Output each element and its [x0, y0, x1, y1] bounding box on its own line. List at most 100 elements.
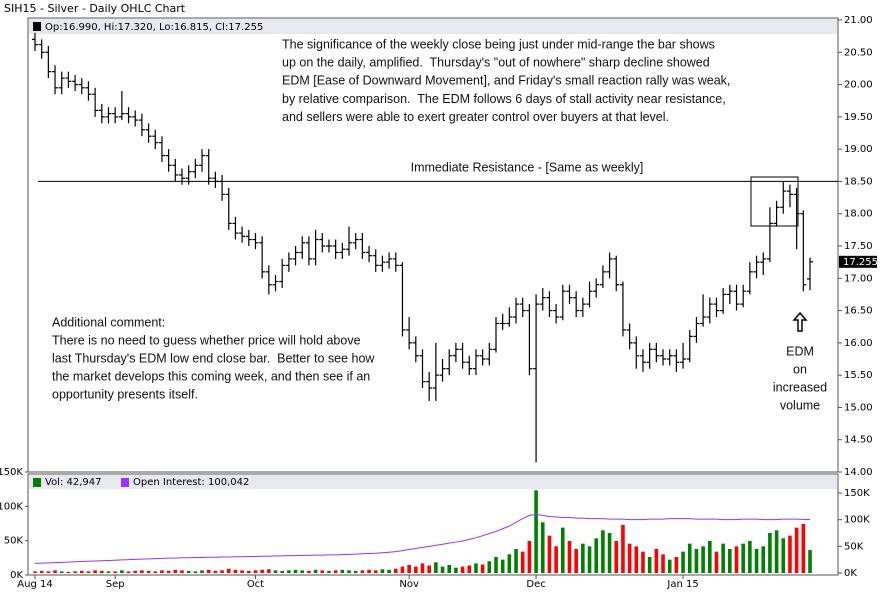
y-tick-label: 18.00	[844, 209, 873, 220]
volume-bar	[267, 569, 271, 573]
volume-bar	[93, 570, 97, 573]
volume-bar	[500, 559, 505, 573]
y-tick-label: 50K	[844, 541, 864, 552]
x-tick-label: Jan 15	[666, 579, 698, 590]
annotation: last Thursday's EDM low end close bar. B…	[52, 351, 375, 365]
volume-bar	[614, 541, 619, 573]
volume-bar	[166, 570, 171, 573]
chart-title: SIH15 - Silver - Daily OHLC Chart	[4, 2, 186, 15]
legend-label: Open Interest: 100,042	[133, 477, 249, 488]
volume-bar	[641, 551, 645, 573]
volume-bar	[534, 490, 538, 573]
annotation: opportunity presents itself.	[52, 387, 198, 401]
volume-bar	[487, 561, 492, 573]
y2-tick-label: 150K	[0, 467, 23, 478]
volume-bar	[414, 566, 418, 573]
volume-bar	[79, 570, 84, 573]
volume-bar	[39, 570, 44, 573]
y-tick-label: 14.00	[844, 467, 873, 478]
volume-bar	[654, 549, 659, 573]
x-tick-label: Nov	[399, 579, 419, 590]
volume-bar	[520, 551, 525, 573]
volume-bar	[474, 563, 478, 573]
legend-swatch	[33, 478, 41, 487]
y-tick-label: 16.00	[844, 338, 873, 349]
volume-bar	[340, 569, 345, 573]
volume-bar	[367, 569, 371, 573]
volume-bar	[240, 570, 244, 573]
legend-swatch	[121, 478, 129, 487]
volume-bar	[293, 569, 298, 573]
volume-bar	[607, 533, 612, 573]
volume-bar	[494, 557, 498, 573]
volume-bar	[300, 570, 305, 573]
x-tick-label: Sep	[106, 579, 125, 590]
volume-bar	[601, 530, 605, 573]
y-tick-label: 15.50	[844, 370, 873, 381]
volume-bar	[160, 570, 164, 573]
volume-bar	[106, 571, 111, 573]
volume-bar	[253, 570, 258, 573]
highlight-box	[750, 176, 799, 227]
volume-bar	[180, 570, 184, 573]
volume-bar	[307, 570, 311, 573]
open-interest-line	[34, 513, 811, 564]
volume-bar	[153, 571, 158, 573]
annotation: There is no need to guess whether price …	[52, 333, 361, 347]
volume-bar	[66, 571, 71, 573]
volume-bar	[126, 571, 131, 573]
legend-label: Vol: 42,947	[45, 477, 102, 488]
volume-bar	[113, 571, 117, 573]
resistance-label: Immediate Resistance - [Same as weekly]	[411, 161, 644, 175]
volume-bar	[440, 566, 445, 573]
annotation: The significance of the weekly close bei…	[282, 37, 715, 51]
y-tick-label: 17.00	[844, 273, 873, 284]
volume-bar	[320, 570, 325, 573]
volume-bar	[59, 571, 64, 573]
volume-bar	[73, 571, 77, 573]
volume-header	[29, 475, 837, 489]
volume-bar	[347, 570, 351, 573]
volume-bar	[467, 565, 472, 573]
volume-bar	[741, 543, 745, 573]
volume-bar	[647, 557, 652, 573]
volume-bar	[434, 562, 438, 573]
volume-bar	[447, 565, 452, 573]
volume-bar	[801, 523, 806, 573]
volume-bar	[380, 569, 385, 573]
volume-bar	[173, 569, 178, 573]
annotation: EDM [Ease of Downward Movement], and Fri…	[282, 74, 730, 88]
volume-bar	[507, 554, 512, 573]
volume-bar	[581, 543, 585, 573]
annotation: up on the daily, amplified. Thursday's "…	[282, 55, 710, 69]
y-tick-label: 150K	[844, 488, 870, 499]
volume-bar	[226, 568, 231, 573]
volume-bar	[86, 571, 91, 573]
legend-swatch	[33, 22, 41, 31]
ohlc-legend: Op:16.990, Hi:17.320, Lo:16.815, Cl:17.2…	[45, 22, 263, 33]
price-panel	[27, 17, 839, 473]
volume-bar	[206, 569, 211, 573]
y-tick-label: 14.50	[844, 435, 873, 446]
y-tick-label: 18.50	[844, 176, 873, 187]
volume-bar	[781, 538, 786, 573]
volume-bar	[594, 538, 599, 573]
last-price-tag	[839, 255, 877, 268]
volume-bar	[100, 570, 104, 573]
volume-bar	[627, 543, 632, 573]
y-tick-label: 21.00	[844, 15, 873, 26]
volume-bar	[681, 551, 685, 573]
volume-bar	[734, 546, 739, 573]
volume-bar	[554, 546, 558, 573]
volume-bar	[587, 546, 592, 573]
x-tick-label: Dec	[526, 579, 545, 590]
x-tick-label: Oct	[247, 579, 264, 590]
volume-bar	[400, 566, 405, 573]
last-price-label: 17.255	[843, 257, 878, 268]
volume-bar	[748, 541, 752, 573]
y-tick-label: 15.00	[844, 402, 873, 413]
y-tick-label: 20.50	[844, 47, 873, 58]
y-tick-label: 16.50	[844, 306, 873, 317]
volume-bar	[393, 568, 398, 573]
